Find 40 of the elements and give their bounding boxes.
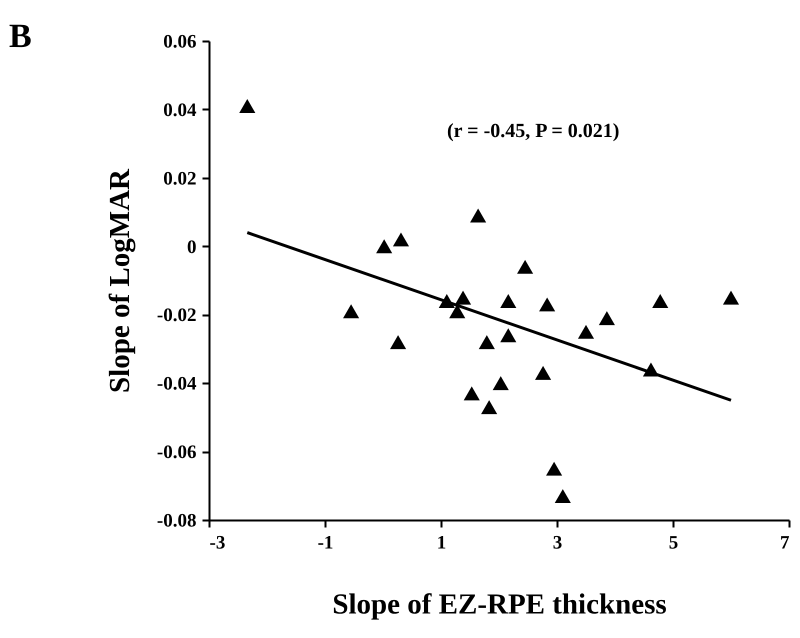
- x-axis-title: Slope of EZ-RPE thickness: [332, 588, 667, 620]
- y-axis-title: Slope of LogMAR: [104, 168, 136, 393]
- x-tick-label: -3: [210, 532, 226, 554]
- y-tick-label: -0.02: [156, 305, 196, 326]
- point: [500, 328, 516, 342]
- x-tick-label: -1: [318, 532, 334, 554]
- annotation: (r = -0.45, P = 0.021): [447, 120, 620, 142]
- point: [481, 400, 498, 414]
- point: [376, 239, 392, 254]
- point: [390, 335, 406, 350]
- point: [539, 297, 556, 312]
- x-tick-label: 1: [436, 532, 446, 554]
- point: [517, 260, 534, 274]
- y-tick-label: -0.08: [156, 510, 196, 532]
- x-tick-label: 5: [668, 532, 678, 554]
- point: [546, 462, 562, 476]
- point: [578, 324, 594, 339]
- x-tick-label: 3: [552, 532, 562, 554]
- point: [454, 290, 472, 305]
- y-tick-label: -0.04: [156, 374, 197, 395]
- point: [598, 311, 615, 326]
- point: [478, 335, 495, 350]
- point: [554, 489, 571, 504]
- point: [464, 386, 480, 400]
- point: [239, 99, 256, 113]
- y-tick-label: 0.04: [163, 100, 197, 121]
- point: [343, 304, 360, 318]
- chart-title: B: [9, 18, 32, 55]
- y-tick-label: 0: [187, 236, 196, 258]
- y-tick-label: 0.06: [163, 32, 196, 52]
- y-tick-label: 0.02: [163, 168, 196, 190]
- point: [500, 294, 516, 308]
- point: [722, 290, 740, 305]
- y-tick-label: -0.06: [156, 442, 196, 464]
- x-tick-label: 7: [780, 532, 790, 554]
- point: [652, 294, 668, 308]
- point: [535, 366, 552, 380]
- point: [392, 232, 410, 246]
- point: [470, 208, 486, 222]
- point: [492, 376, 509, 390]
